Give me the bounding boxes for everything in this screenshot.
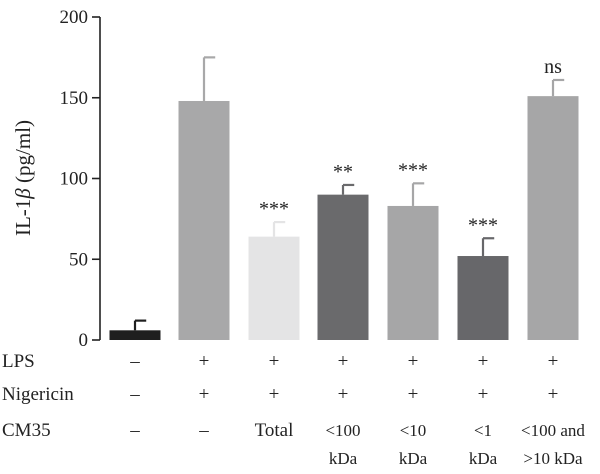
cm35-cell-6-line-2: kDa [469,449,498,468]
y-axis: 0 50 100 150 200 [60,7,101,351]
cm35-cell-4-line-2: kDa [329,449,358,468]
significance-label-7: ns [544,56,562,78]
y-tick-label-0: 0 [79,330,89,351]
bar-6 [457,256,509,340]
lps-cell-6: + [478,351,489,372]
error-bar-6 [481,237,495,257]
y-tick-label-100: 100 [60,169,89,190]
error-bars [133,56,565,331]
cm35-cell-2-line-1: – [198,420,209,441]
lps-cell-3: + [269,351,280,372]
error-bar-3 [272,221,286,237]
bars [109,96,579,340]
lps-cell-4: + [338,351,349,372]
nigericin-cell-7: + [548,384,559,405]
nigericin-cell-3: + [269,384,280,405]
significance-label-4: ** [333,161,353,183]
row-label-lps: LPS [2,351,35,372]
cm35-cell-6-line-1: <1 [474,421,492,440]
lps-cell-5: + [408,351,419,372]
cm35-cell-7-line-2: >10 kDa [523,449,583,468]
lps-cell-7: + [548,351,559,372]
bar-7 [527,96,579,340]
significance-label-6: *** [468,214,498,236]
error-bar-5 [411,182,425,206]
significance-labels: ***** ******ns [259,56,562,236]
y-tick-label-200: 200 [60,7,89,28]
error-bar-2 [202,56,216,101]
row-label-cm35: CM35 [2,420,51,441]
nigericin-cell-4: + [338,384,349,405]
condition-table: LPS Nigericin CM35 – + + + + + + – + + + + + + – – Total <10… [2,351,585,468]
error-bar-4 [341,183,355,195]
y-axis-title: IL-1β (pg/ml) [11,120,35,236]
nigericin-cell-1: – [129,384,140,405]
bar-5 [387,205,439,340]
nigericin-cell-5: + [408,384,419,405]
lps-cell-2: + [199,351,210,372]
y-axis-title-symbol: β [11,188,35,200]
error-bar-1 [133,319,147,331]
bar-2 [178,100,230,340]
row-label-nigericin: Nigericin [2,384,74,405]
y-axis-title-unit: (pg/ml) [11,120,35,188]
nigericin-cell-6: + [478,384,489,405]
y-tick-label-150: 150 [60,88,89,109]
cm35-cell-3-line-1: Total [255,420,294,441]
significance-label-5: *** [398,159,428,181]
y-axis-title-text: IL-1 [11,199,35,236]
bar-4 [317,194,369,340]
bar-3 [248,236,300,340]
error-bar-7 [551,78,565,97]
cm35-cell-5-line-2: kDa [399,449,428,468]
y-tick-label-50: 50 [69,249,88,270]
cm35-cell-1-line-1: – [129,420,140,441]
cm35-cell-5-line-1: <10 [400,421,427,440]
cm35-cell-7-line-1: <100 and [521,421,585,440]
lps-cell-1: – [129,351,140,372]
nigericin-cell-2: + [199,384,210,405]
bar-1 [109,330,161,340]
significance-label-3: *** [259,198,289,220]
cm35-cell-4-line-1: <100 [325,421,360,440]
